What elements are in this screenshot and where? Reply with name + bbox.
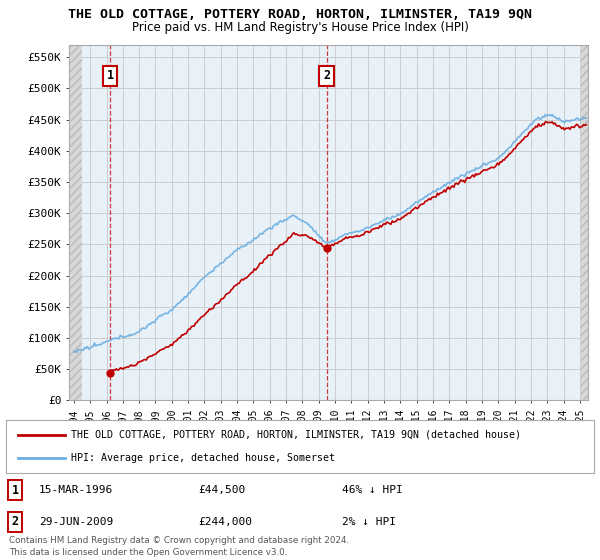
- Text: 46% ↓ HPI: 46% ↓ HPI: [342, 485, 403, 495]
- Text: THE OLD COTTAGE, POTTERY ROAD, HORTON, ILMINSTER, TA19 9QN (detached house): THE OLD COTTAGE, POTTERY ROAD, HORTON, I…: [71, 430, 521, 440]
- Bar: [581, 45, 588, 400]
- Text: 2: 2: [323, 69, 330, 82]
- Text: 2: 2: [11, 515, 19, 529]
- Text: Contains HM Land Registry data © Crown copyright and database right 2024.
This d: Contains HM Land Registry data © Crown c…: [9, 536, 349, 557]
- Text: Price paid vs. HM Land Registry's House Price Index (HPI): Price paid vs. HM Land Registry's House …: [131, 21, 469, 34]
- Text: THE OLD COTTAGE, POTTERY ROAD, HORTON, ILMINSTER, TA19 9QN: THE OLD COTTAGE, POTTERY ROAD, HORTON, I…: [68, 8, 532, 21]
- Text: 15-MAR-1996: 15-MAR-1996: [39, 485, 113, 495]
- Text: 1: 1: [106, 69, 113, 82]
- Bar: [69, 45, 82, 400]
- Text: HPI: Average price, detached house, Somerset: HPI: Average price, detached house, Some…: [71, 453, 335, 463]
- Text: 2% ↓ HPI: 2% ↓ HPI: [342, 517, 396, 527]
- Text: 1: 1: [11, 483, 19, 497]
- Text: £44,500: £44,500: [198, 485, 245, 495]
- Text: 29-JUN-2009: 29-JUN-2009: [39, 517, 113, 527]
- Text: £244,000: £244,000: [198, 517, 252, 527]
